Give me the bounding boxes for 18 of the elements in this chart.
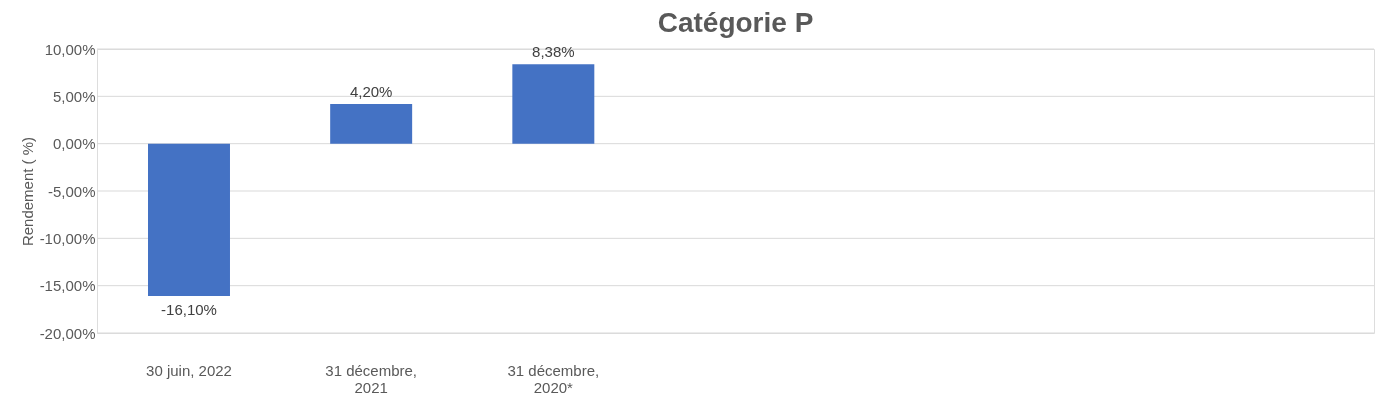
y-tick-label: -5,00% [47,182,96,200]
x-tick-label: 31 décembre, 2021 [325,361,418,396]
chart-title: Catégorie P [657,7,814,38]
bar [330,103,413,144]
data-label: 8,38% [532,43,575,61]
y-tick-label: 0,00% [52,135,96,153]
y-tick-label: -15,00% [39,277,96,295]
y-tick-label: 5,00% [52,87,96,105]
y-axis-title: Rendement ( %) [18,136,36,247]
y-tick-label: -10,00% [39,229,96,247]
bar [148,143,230,297]
data-label: 4,20% [349,82,393,100]
y-tick-label: 10,00% [44,40,96,58]
y-tick-label: -20,00% [39,324,96,342]
x-tick-label: 31 décembre, 2020* [507,361,600,396]
x-tick-label: 30 juin, 2022 [146,361,232,379]
data-label: -16,10% [161,301,217,319]
bar [512,64,595,144]
